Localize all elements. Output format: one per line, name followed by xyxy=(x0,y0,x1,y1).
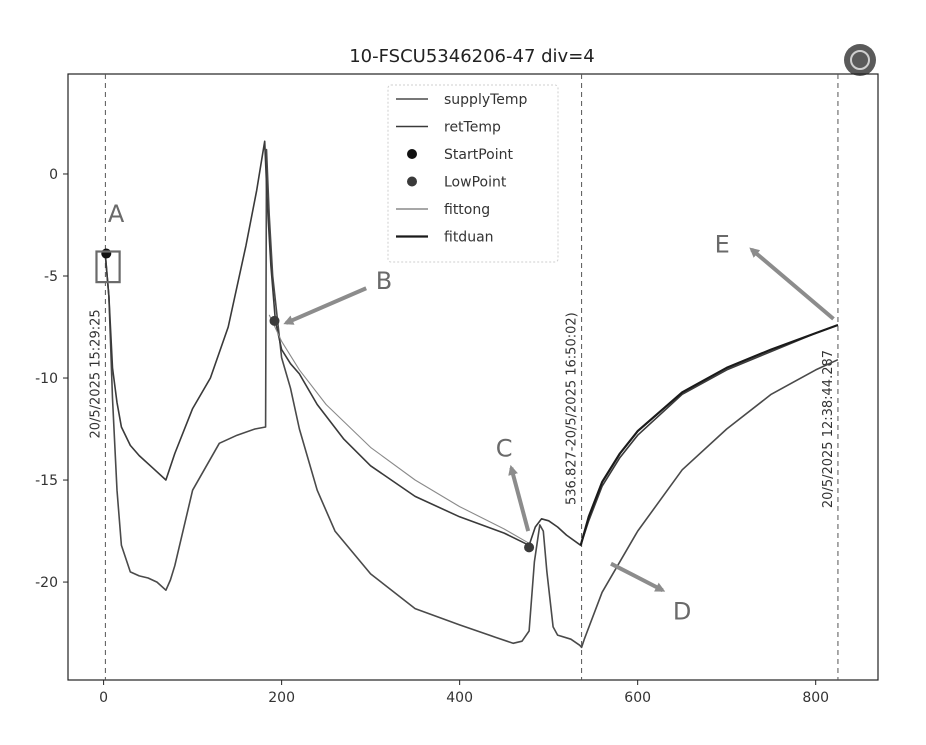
legend-marker-lowpoint xyxy=(407,176,417,187)
callout-arrow-b xyxy=(283,286,367,325)
point-lowpoint xyxy=(269,315,280,326)
x-tick-label: 0 xyxy=(99,690,108,706)
highlight-box-layer xyxy=(95,250,121,284)
axes: 0 200 400 600 800 0 -5 -10 -15 -20 xyxy=(35,167,829,706)
legend: supplyTemp retTemp StartPoint LowPoint fitto… xyxy=(387,84,559,263)
callout-label-b: B xyxy=(376,267,392,295)
legend-marker-startpoint xyxy=(407,149,417,159)
key-points xyxy=(101,248,535,553)
legend-label-fittong: fittong xyxy=(444,202,490,218)
point-startpoint xyxy=(101,248,112,259)
x-tick-label: 400 xyxy=(446,690,473,706)
series-line-fitduan xyxy=(579,323,839,546)
x-tick-label: 600 xyxy=(624,690,651,706)
callout-arrow-d xyxy=(610,561,666,593)
series-lines xyxy=(104,140,839,649)
y-tick-label: 0 xyxy=(49,167,58,183)
legend-frame xyxy=(387,84,559,263)
callout-label-e: E xyxy=(715,230,730,258)
series-line-supplytemp xyxy=(104,148,839,649)
legend-label-fitduan: fitduan xyxy=(444,230,494,246)
callout-annotations: A B C D E xyxy=(108,200,835,626)
callout-label-d: D xyxy=(673,598,691,626)
callout-label-c: C xyxy=(496,434,513,462)
vertical-marker-label: 20/5/2025 12:38:44.287 xyxy=(821,350,836,508)
legend-label-lowpoint: LowPoint xyxy=(444,175,507,191)
y-tick-label: -10 xyxy=(35,371,58,387)
callout-arrow-e xyxy=(749,247,835,321)
y-tick-label: -20 xyxy=(35,575,58,591)
vertical-marker-label: 536.827-20/5/2025 16:50:02) xyxy=(565,312,580,505)
callout-label-a: A xyxy=(108,200,125,228)
vertical-marker-label: 20/5/2025 15:29:25 xyxy=(88,309,103,438)
y-tick-label: -5 xyxy=(44,269,58,285)
legend-label-supplytemp: supplyTemp xyxy=(444,92,528,108)
x-tick-label: 200 xyxy=(268,690,295,706)
callout-arrow-c xyxy=(508,464,531,532)
legend-label-startpoint: StartPoint xyxy=(444,147,513,163)
point-lowpoint xyxy=(524,542,535,553)
y-tick-label: -15 xyxy=(35,473,58,489)
vertical-marker-lines: 20/5/2025 15:29:25 536.827-20/5/2025 16:5… xyxy=(88,74,839,680)
corner-badge xyxy=(844,44,876,76)
plot-frame xyxy=(67,73,879,681)
series-line-fittong xyxy=(268,314,530,544)
x-tick-label: 800 xyxy=(802,690,829,706)
highlight-box xyxy=(95,250,121,284)
legend-label-rettemp: retTemp xyxy=(444,120,501,136)
series-line-rettemp xyxy=(104,140,839,547)
chart-title: 10-FSCU5346206-47 div=4 xyxy=(349,46,595,67)
